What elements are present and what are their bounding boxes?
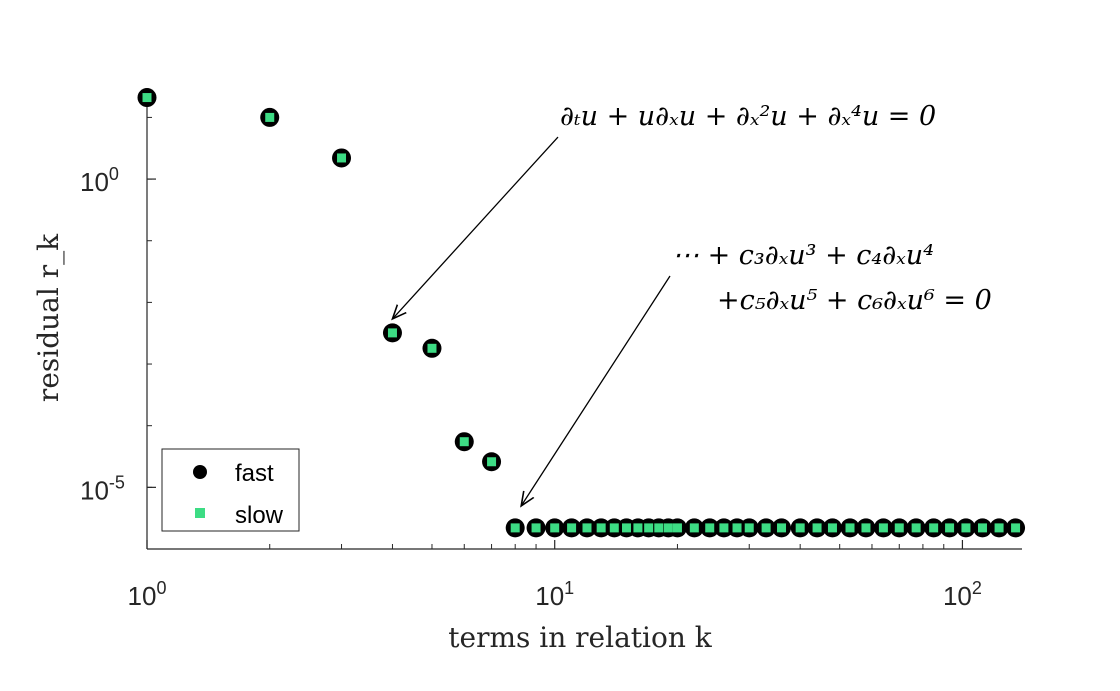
- x-tick-label: 101: [535, 578, 574, 611]
- y-tick-labels: 100 10-5: [80, 164, 125, 505]
- data-point-slow: [812, 523, 822, 533]
- data-point-slow: [929, 523, 939, 533]
- x-axis-label: terms in relation k: [448, 621, 713, 654]
- annotation-ks-text: ∂ₜu + u∂ₓu + ∂ₓ²u + ∂ₓ⁴u = 0: [560, 101, 936, 132]
- data-point-slow: [977, 523, 987, 533]
- data-point-slow: [550, 523, 560, 533]
- data-point-slow: [894, 523, 904, 533]
- data-point-slow: [609, 523, 619, 533]
- data-point-slow: [845, 523, 855, 533]
- y-tick-label: 10-5: [80, 472, 125, 505]
- x-tick-label: 100: [128, 578, 167, 611]
- data-point-slow: [567, 523, 577, 533]
- legend-slow-marker: [195, 508, 205, 518]
- data-point-slow: [337, 153, 347, 163]
- annotation-poly-arrow: [521, 275, 671, 506]
- data-point-slow: [945, 523, 955, 533]
- annotation-ks: ∂ₜu + u∂ₓu + ∂ₓ²u + ∂ₓ⁴u = 0: [392, 101, 936, 319]
- data-point-slow: [777, 523, 787, 533]
- data-point-slow: [142, 93, 152, 103]
- data-point-slow: [487, 457, 497, 467]
- annotation-ks-arrow: [392, 136, 559, 319]
- annotation-poly-line2: +c₅∂ₓu⁵ + c₆∂ₓu⁶ = 0: [717, 285, 992, 316]
- legend-fast-label: fast: [235, 460, 274, 487]
- annotation-poly-line1: ⋯ + c₃∂ₓu³ + c₄∂ₓu⁴: [672, 240, 934, 271]
- x-tick-labels: 100 101 102: [128, 578, 982, 611]
- data-point-slow: [878, 523, 888, 533]
- data-point-slow: [761, 523, 771, 533]
- data-point-slow: [387, 328, 397, 338]
- legend-slow-label: slow: [235, 502, 284, 529]
- annotation-poly: ⋯ + c₃∂ₓu³ + c₄∂ₓu⁴ +c₅∂ₓu⁵ + c₆∂ₓu⁶ = 0: [521, 240, 992, 506]
- data-point-slow: [622, 523, 632, 533]
- data-point-slow: [459, 437, 469, 447]
- data-point-slow: [705, 523, 715, 533]
- data-point-slow: [861, 523, 871, 533]
- data-point-slow: [689, 523, 699, 533]
- data-point-slow: [744, 523, 754, 533]
- data-point-slow: [510, 523, 520, 533]
- data-point-slow: [596, 523, 606, 533]
- legend-fast-marker: [193, 465, 207, 479]
- data-point-slow: [732, 523, 742, 533]
- data-point-slow: [672, 523, 682, 533]
- data-point-slow: [654, 523, 664, 533]
- legend-box: [161, 448, 300, 532]
- data-point-slow: [1011, 523, 1021, 533]
- data-point-slow: [265, 112, 275, 122]
- data-point-slow: [531, 523, 541, 533]
- data-point-slow: [582, 523, 592, 533]
- data-point-slow: [633, 523, 643, 533]
- data-point-slow: [961, 523, 971, 533]
- data-point-slow: [911, 523, 921, 533]
- y-tick-label: 100: [80, 164, 119, 197]
- data-point-slow: [994, 523, 1004, 533]
- data-point-slow: [719, 523, 729, 533]
- series-slow: [142, 93, 1021, 533]
- legend: fast slow: [161, 448, 300, 532]
- x-tick-label: 102: [943, 578, 982, 611]
- data-point-slow: [427, 343, 437, 353]
- major-ticks: [146, 178, 964, 549]
- data-point-slow: [795, 523, 805, 533]
- data-point-slow: [827, 523, 837, 533]
- y-axis-label: residual r_k: [32, 233, 65, 402]
- data-point-slow: [644, 523, 654, 533]
- data-point-slow: [663, 523, 673, 533]
